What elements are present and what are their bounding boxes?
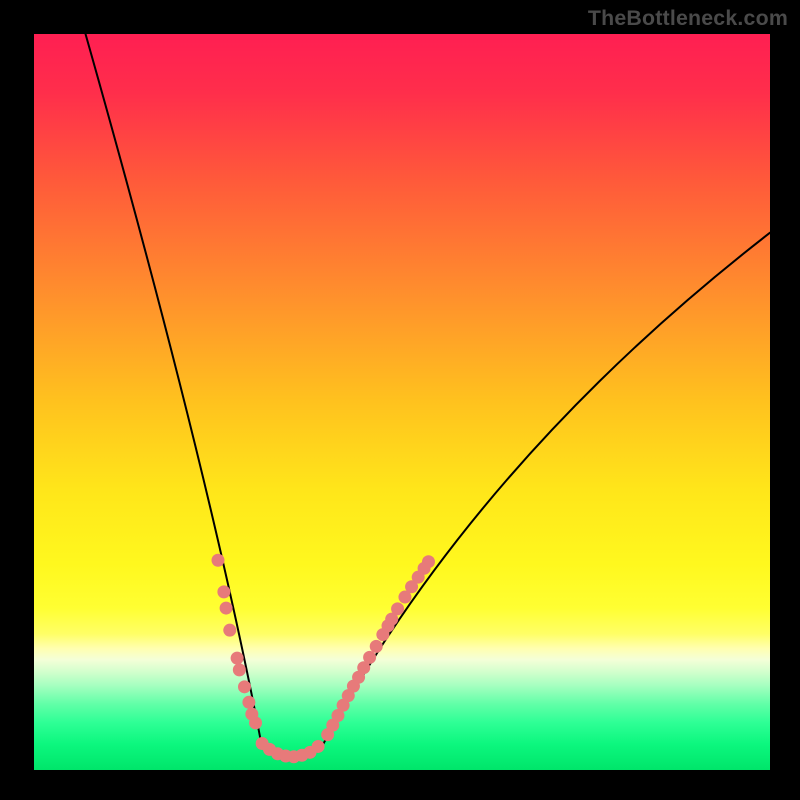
curve-marker <box>217 585 230 598</box>
stage: TheBottleneck.com <box>0 0 800 800</box>
watermark-text: TheBottleneck.com <box>588 6 788 31</box>
curve-marker <box>312 740 325 753</box>
curve-marker <box>220 602 233 615</box>
bottleneck-curve <box>86 34 770 754</box>
curve-marker <box>231 652 244 665</box>
curve-marker <box>242 696 255 709</box>
curve-marker <box>363 651 376 664</box>
curve-marker <box>370 640 383 653</box>
curve-marker <box>223 624 236 637</box>
curve-marker <box>422 555 435 568</box>
plot-area <box>34 34 770 770</box>
curve-marker <box>249 716 262 729</box>
chart-overlay <box>34 34 770 770</box>
curve-marker <box>238 680 251 693</box>
curve-marker <box>391 602 404 615</box>
curve-marker <box>212 554 225 567</box>
curve-marker <box>233 663 246 676</box>
